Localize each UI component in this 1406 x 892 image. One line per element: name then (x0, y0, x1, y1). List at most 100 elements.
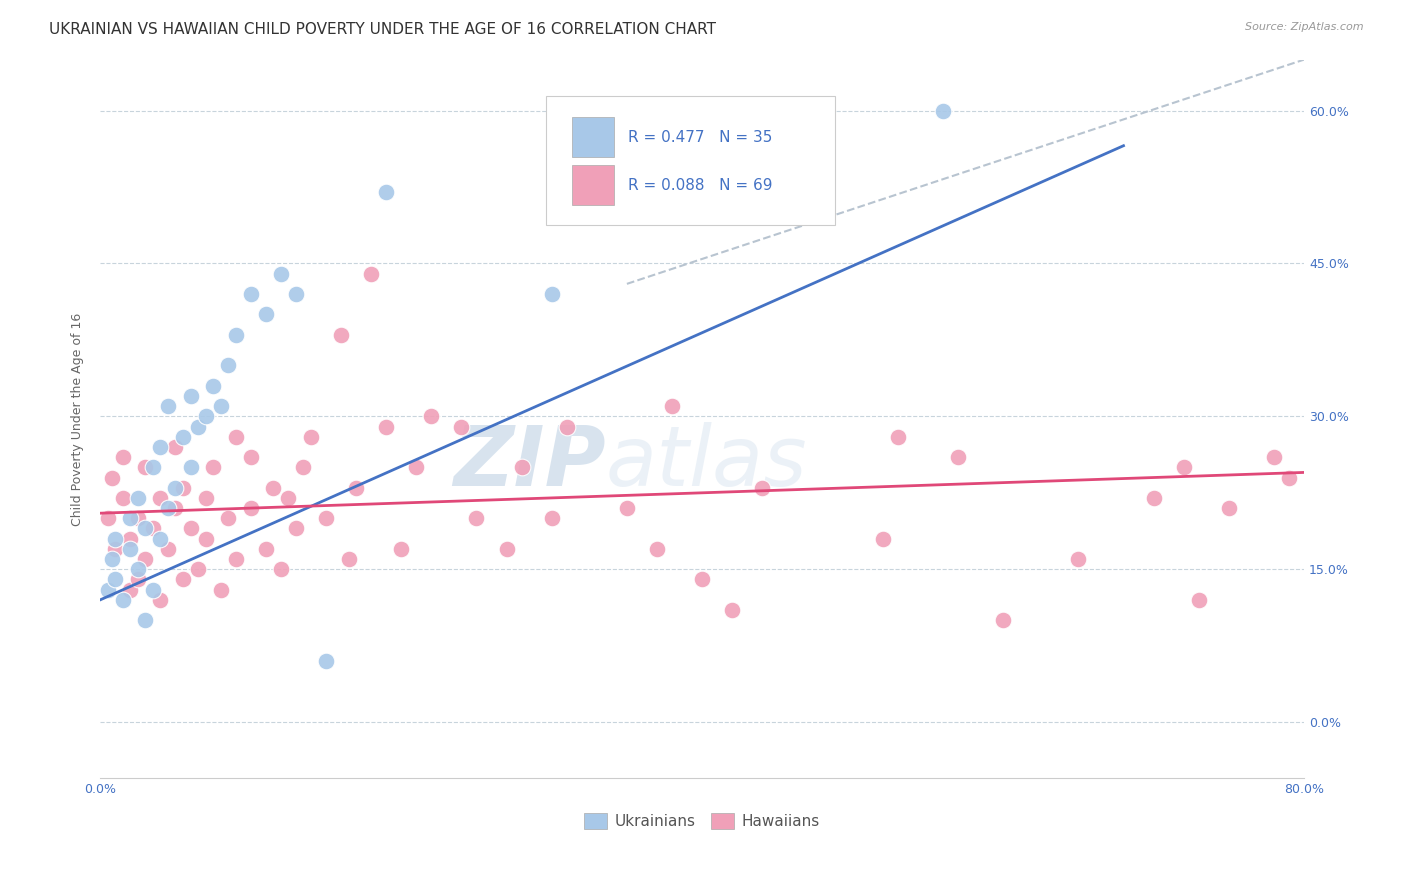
Text: R = 0.477   N = 35: R = 0.477 N = 35 (627, 129, 772, 145)
Point (450, 419, 472, 434)
Point (721, 603, 744, 617)
Point (270, 267, 292, 281)
Point (179, 460, 201, 475)
Point (315, 654, 337, 668)
Point (111, 592, 134, 607)
Point (142, 460, 165, 475)
Point (101, 552, 124, 566)
Point (330, 327, 353, 342)
Point (616, 501, 638, 516)
Point (104, 573, 127, 587)
Point (165, 501, 187, 516)
Point (104, 532, 127, 546)
Point (344, 481, 367, 495)
Point (510, 460, 533, 475)
Point (97, 511, 120, 525)
Text: R = 0.088   N = 69: R = 0.088 N = 69 (627, 178, 772, 193)
Point (134, 613, 156, 627)
Point (142, 582, 165, 597)
Point (209, 399, 232, 413)
Point (375, 185, 398, 199)
Point (262, 481, 284, 495)
Point (284, 287, 307, 301)
Text: atlas: atlas (606, 422, 807, 502)
Text: ZIP: ZIP (453, 422, 606, 502)
Point (134, 552, 156, 566)
Point (111, 450, 134, 464)
Point (209, 582, 232, 597)
Point (120, 541, 142, 556)
Point (555, 419, 578, 434)
Point (225, 430, 247, 444)
Point (337, 552, 360, 566)
Point (202, 378, 225, 392)
Point (1142, 491, 1164, 505)
Point (751, 481, 773, 495)
Point (991, 613, 1014, 627)
Point (120, 582, 142, 597)
Point (149, 440, 172, 454)
FancyBboxPatch shape (572, 165, 614, 205)
Point (239, 287, 262, 301)
Point (104, 541, 127, 556)
Point (932, 103, 955, 118)
Point (127, 573, 149, 587)
Point (239, 501, 262, 516)
Point (277, 491, 299, 505)
Point (239, 450, 262, 464)
Point (142, 521, 165, 535)
Point (225, 327, 247, 342)
Point (172, 573, 194, 587)
Point (661, 399, 683, 413)
Point (134, 521, 156, 535)
Point (187, 419, 209, 434)
Point (225, 552, 247, 566)
Point (375, 419, 398, 434)
Point (270, 562, 292, 576)
Point (217, 359, 239, 373)
Point (179, 389, 201, 403)
Point (156, 501, 179, 516)
Point (292, 460, 315, 475)
Point (946, 450, 969, 464)
Point (360, 267, 382, 281)
Point (405, 460, 427, 475)
Point (540, 287, 562, 301)
Point (149, 532, 172, 546)
Point (149, 491, 172, 505)
Point (179, 521, 201, 535)
Point (149, 592, 172, 607)
Point (172, 430, 194, 444)
Point (156, 541, 179, 556)
Point (127, 562, 149, 576)
Point (202, 460, 225, 475)
Point (284, 521, 307, 535)
Point (1067, 552, 1090, 566)
Point (217, 511, 239, 525)
Point (156, 399, 179, 413)
Point (165, 481, 187, 495)
Point (495, 541, 517, 556)
Point (120, 532, 142, 546)
Point (872, 532, 894, 546)
FancyBboxPatch shape (572, 117, 614, 157)
Point (172, 481, 194, 495)
Point (97, 582, 120, 597)
Point (254, 308, 277, 322)
Point (315, 511, 337, 525)
Point (1188, 592, 1211, 607)
Point (420, 409, 443, 424)
Legend: Ukrainians, Hawaiians: Ukrainians, Hawaiians (578, 807, 827, 835)
Point (127, 511, 149, 525)
Point (540, 511, 562, 525)
Point (120, 511, 142, 525)
Point (1218, 501, 1240, 516)
Point (111, 491, 134, 505)
Point (389, 541, 412, 556)
FancyBboxPatch shape (546, 95, 835, 225)
Point (194, 532, 217, 546)
Point (1278, 470, 1301, 484)
Text: Source: ZipAtlas.com: Source: ZipAtlas.com (1246, 22, 1364, 32)
Point (645, 541, 668, 556)
Point (465, 511, 488, 525)
